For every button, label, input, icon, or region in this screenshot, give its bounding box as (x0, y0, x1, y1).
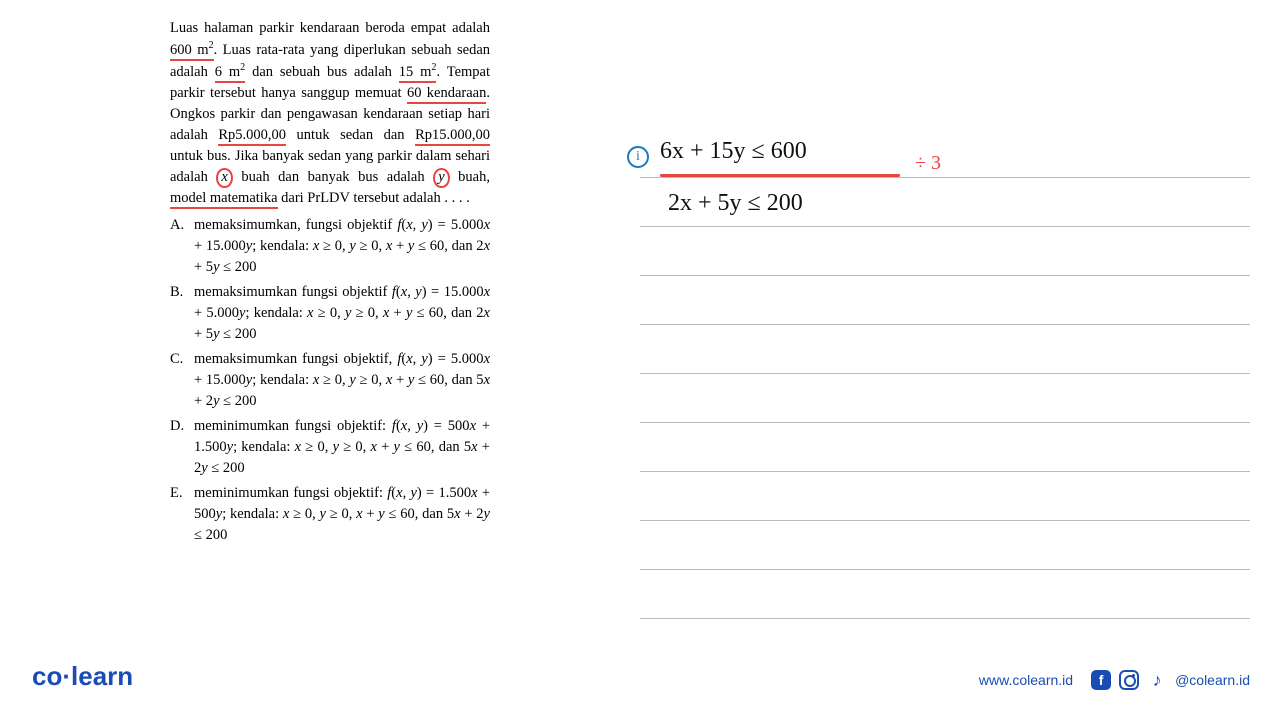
handwriting-line-2: 2x + 5y ≤ 200 (668, 190, 803, 217)
option-text: memaksimumkan fungsi objektif f(x, y) = … (194, 282, 490, 345)
ruled-line (640, 177, 1250, 178)
option-letter: D. (170, 416, 194, 479)
option-row: E.meminimumkan fungsi objektif: f(x, y) … (170, 483, 490, 546)
ruled-line (640, 618, 1250, 619)
ruled-line (640, 324, 1250, 325)
option-text: meminimumkan fungsi objektif: f(x, y) = … (194, 483, 490, 546)
instagram-icon[interactable] (1119, 670, 1139, 690)
brand-logo: co·learn (32, 661, 133, 692)
ruled-line (640, 373, 1250, 374)
option-text: memaksimumkan, fungsi objektif f(x, y) =… (194, 215, 490, 278)
option-row: C.memaksimumkan fungsi objektif, f(x, y)… (170, 349, 490, 412)
tiktok-icon[interactable]: ♪ (1147, 670, 1167, 690)
option-letter: C. (170, 349, 194, 412)
logo-text-2: learn (71, 661, 133, 691)
options-list: A.memaksimumkan, fungsi objektif f(x, y)… (170, 215, 490, 546)
workspace: i 6x + 15y ≤ 600 ÷ 3 2x + 5y ≤ 200 (560, 0, 1260, 720)
option-letter: B. (170, 282, 194, 345)
ruled-line (640, 275, 1250, 276)
option-letter: E. (170, 483, 194, 546)
ruled-line (640, 471, 1250, 472)
facebook-icon[interactable]: f (1091, 670, 1111, 690)
option-text: meminimumkan fungsi objektif: f(x, y) = … (194, 416, 490, 479)
question-paragraph: Luas halaman parkir kendaraan beroda emp… (170, 18, 490, 209)
ruled-line (640, 569, 1250, 570)
ruled-line (640, 520, 1250, 521)
ruled-line (640, 226, 1250, 227)
logo-dot: · (62, 661, 71, 691)
footer-right: www.colearn.id f ♪ @colearn.id (979, 670, 1250, 690)
ruled-line (640, 422, 1250, 423)
handwriting-line-1: 6x + 15y ≤ 600 (660, 138, 807, 165)
logo-text-1: co (32, 661, 62, 691)
option-row: A.memaksimumkan, fungsi objektif f(x, y)… (170, 215, 490, 278)
question-panel: Luas halaman parkir kendaraan beroda emp… (170, 18, 490, 550)
divisor-annotation: ÷ 3 (915, 152, 941, 175)
option-row: B.memaksimumkan fungsi objektif f(x, y) … (170, 282, 490, 345)
social-handle: @colearn.id (1175, 672, 1250, 688)
option-letter: A. (170, 215, 194, 278)
footer-url[interactable]: www.colearn.id (979, 672, 1073, 688)
option-row: D.meminimumkan fungsi objektif: f(x, y) … (170, 416, 490, 479)
step-marker-icon: i (627, 146, 649, 168)
option-text: memaksimumkan fungsi objektif, f(x, y) =… (194, 349, 490, 412)
